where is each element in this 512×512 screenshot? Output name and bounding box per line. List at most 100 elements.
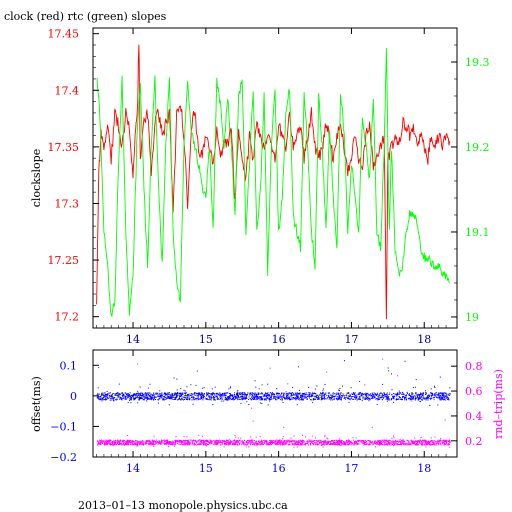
bottom-series-point [285, 393, 287, 395]
bottom-series-point [140, 397, 142, 398]
bottom-series-point [125, 443, 126, 444]
bottom-series-point [287, 393, 289, 394]
bottom-series-point [178, 397, 180, 399]
bottom-series-point [419, 395, 420, 397]
bottom-series-point [339, 397, 341, 399]
bottom-series-point [438, 440, 440, 442]
bottom-series-point [396, 398, 398, 400]
bottom-series-point [295, 395, 297, 397]
bottom-series-point [105, 443, 107, 445]
bottom-series-point [96, 397, 98, 399]
bottom-series-point [259, 435, 261, 437]
bottom-series-point [339, 438, 340, 440]
bottom-series-point [102, 440, 104, 442]
bottom-series-point [170, 443, 172, 445]
bottom-series-point [249, 439, 251, 441]
bottom-series-point [313, 440, 315, 441]
bottom-series-points-1 [96, 358, 451, 448]
bottom-series-point [118, 443, 120, 445]
bottom-series-point [447, 393, 449, 395]
bottom-series-point [445, 397, 447, 399]
bottom-series-point [152, 440, 154, 442]
bottom-series-point [445, 441, 447, 443]
bottom-series-point [292, 443, 294, 445]
bottom-series-point [272, 398, 274, 400]
bottom-series-point [267, 392, 269, 394]
bottom-series-point [153, 441, 155, 443]
bottom-series-point [209, 439, 211, 441]
bottom-series-point [306, 443, 308, 444]
bottom-series-point [185, 440, 187, 442]
bottom-series-point [321, 392, 323, 394]
bottom-series-point [333, 440, 335, 442]
bottom-series-point [275, 439, 277, 441]
bottom-series-point [324, 398, 326, 400]
bottom-series-point [225, 392, 227, 394]
bottom-series-point [360, 440, 362, 442]
bottom-series-outlier [196, 370, 198, 372]
bottom-series-point [448, 397, 450, 399]
bottom-series-point [131, 444, 133, 446]
bottom-series-point [135, 397, 137, 399]
bottom-series-point [286, 397, 288, 399]
bottom-series-point [281, 397, 283, 399]
bottom-series-point [135, 394, 137, 395]
bottom-series-point [304, 394, 306, 396]
bottom-series-point [164, 392, 166, 394]
bottom-series-point [216, 395, 218, 397]
bottom-series-point [265, 398, 267, 400]
bottom-series-point [260, 439, 262, 441]
bottom-series-point [298, 440, 300, 441]
bottom-series-point [310, 442, 312, 444]
bottom-series-point [160, 444, 162, 445]
bottom-series-point [195, 392, 197, 394]
bottom-series-point [301, 443, 303, 445]
bottom-series-point [367, 397, 368, 398]
bottom-series-point [166, 443, 168, 445]
bottom-series-point [411, 392, 413, 394]
bottom-series-point [198, 393, 200, 395]
bottom-series-point [140, 397, 142, 399]
bottom-series-point [380, 441, 382, 442]
bottom-series-point [268, 443, 270, 445]
bottom-series-point [359, 398, 361, 399]
bottom-series-point [148, 397, 150, 399]
bottom-series-point [282, 395, 284, 397]
bottom-series-point [357, 393, 359, 395]
bottom-series-point [341, 443, 343, 445]
bottom-series-point [224, 443, 226, 445]
bottom-series-point [165, 443, 167, 444]
bottom-series-point [357, 443, 358, 445]
bottom-series-point [283, 441, 285, 443]
bottom-series-point [251, 440, 253, 442]
bottom-series-point [105, 399, 107, 401]
bottom-series-point [440, 399, 442, 401]
bottom-series-point [110, 444, 112, 446]
bottom-series-point [181, 441, 182, 443]
bottom-series-point [251, 439, 253, 441]
bottom-series-point [210, 441, 212, 443]
bottom-series-point [340, 444, 342, 446]
bottom-series-point [112, 397, 114, 399]
bottom-series-point [209, 396, 211, 398]
bottom-series-point [401, 393, 403, 395]
bottom-series-point [184, 392, 186, 394]
bottom-series-point [427, 441, 429, 443]
bottom-series-point [259, 444, 261, 446]
bottom-series-point [108, 392, 110, 394]
bottom-series-point [360, 393, 362, 395]
bottom-series-point [285, 440, 287, 442]
bottom-series-point [301, 397, 303, 399]
bottom-series-point [426, 397, 428, 399]
bottom-series-point [270, 442, 272, 444]
bottom-series-point [335, 441, 337, 443]
bottom-series-point [155, 396, 157, 398]
bottom-series-point [373, 394, 375, 396]
bottom-series-point [428, 395, 430, 396]
bottom-series-point [399, 392, 401, 394]
bottom-series-point [110, 395, 112, 397]
bottom-series-point [137, 390, 139, 392]
bottom-series-point [226, 399, 228, 401]
bottom-series-point [152, 397, 154, 398]
bottom-series-point [128, 394, 129, 396]
